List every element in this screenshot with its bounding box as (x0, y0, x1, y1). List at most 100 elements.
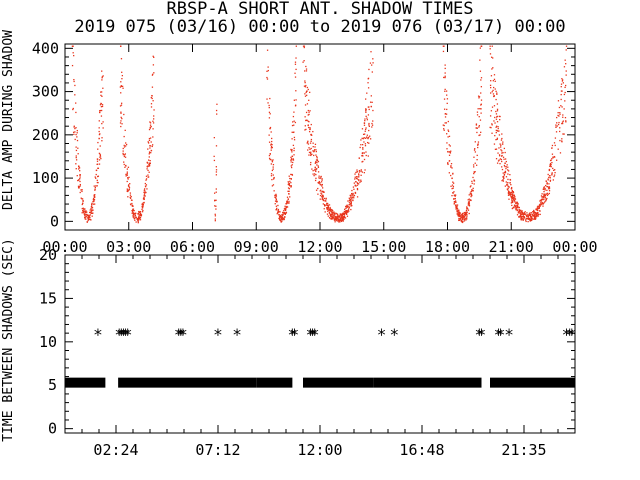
top-data-point (75, 111, 77, 114)
top-data-point (139, 211, 142, 213)
top-data-point (513, 206, 515, 208)
top-data-point (100, 115, 103, 117)
top-data-point (371, 101, 373, 103)
top-data-point (565, 70, 567, 72)
top-data-point (555, 126, 557, 128)
top-data-point (480, 79, 482, 81)
top-data-point (84, 210, 86, 212)
top-data-point (544, 187, 546, 190)
top-data-point (339, 218, 341, 220)
top-data-point (371, 126, 373, 128)
top-data-point (495, 125, 498, 127)
top-data-point (476, 127, 479, 129)
top-data-point (451, 167, 453, 169)
top-data-point (101, 140, 103, 142)
top-data-point (442, 124, 444, 126)
top-data-point (317, 171, 320, 173)
top-data-point (80, 197, 82, 199)
top-data-point (307, 88, 309, 91)
top-data-point (288, 188, 291, 190)
top-data-point (269, 153, 271, 155)
top-data-point (334, 221, 336, 223)
top-data-point (363, 152, 365, 154)
top-data-point (504, 171, 507, 174)
top-data-point (508, 198, 510, 200)
top-data-point (453, 194, 456, 196)
top-data-point (128, 188, 130, 190)
top-data-point (307, 120, 309, 122)
top-data-point (74, 94, 76, 96)
top-data-point (332, 211, 334, 214)
top-data-point (531, 216, 533, 218)
top-data-point (90, 206, 93, 208)
top-data-point (549, 177, 551, 179)
top-data-point (147, 174, 149, 176)
top-data-point (307, 140, 309, 142)
top-data-point (145, 184, 148, 186)
top-data-point (497, 126, 499, 128)
top-data-point (295, 68, 297, 71)
top-data-point (316, 164, 318, 166)
top-data-point (144, 185, 147, 187)
top-data-point (448, 151, 451, 153)
top-data-point (130, 199, 133, 201)
top-data-point (509, 194, 511, 196)
top-data-point (148, 139, 151, 142)
top-data-point (359, 181, 361, 183)
top-data-point (490, 75, 493, 77)
top-data-point (471, 180, 473, 182)
top-data-point (456, 207, 459, 210)
top-data-point (362, 138, 364, 140)
top-data-point (74, 138, 76, 141)
top-data-point (320, 175, 322, 178)
top-data-point (214, 213, 216, 215)
top-x-tick-label: 09:00 (234, 238, 279, 256)
top-data-point (321, 197, 324, 199)
top-data-point (266, 78, 269, 80)
top-data-point (81, 198, 84, 200)
top-data-point (268, 104, 270, 107)
top-data-point (87, 219, 89, 222)
top-data-point (499, 143, 501, 145)
top-data-point (501, 137, 503, 140)
top-data-point (345, 205, 348, 207)
top-data-point (308, 151, 311, 154)
top-data-point (491, 68, 493, 70)
top-data-point (329, 213, 331, 215)
top-data-point (331, 211, 333, 213)
top-data-point (290, 186, 292, 188)
top-data-point (347, 210, 349, 212)
top-data-point (290, 173, 292, 176)
top-data-point (314, 146, 316, 148)
top-data-point (501, 179, 503, 182)
top-data-point (319, 198, 321, 200)
top-data-point (460, 218, 462, 221)
top-data-point (340, 214, 343, 216)
top-data-point (369, 138, 372, 140)
top-data-point (514, 198, 517, 200)
top-data-point (99, 133, 101, 135)
top-data-point (516, 209, 518, 211)
top-data-point (363, 124, 366, 126)
top-data-point (454, 195, 456, 197)
top-data-point (318, 180, 320, 183)
top-data-point (132, 209, 134, 212)
top-data-point (302, 45, 305, 47)
top-data-point (343, 214, 346, 216)
top-data-point (315, 170, 317, 173)
top-data-point (271, 169, 274, 172)
top-data-point (271, 178, 273, 181)
top-data-point (455, 205, 457, 208)
top-data-point (500, 139, 503, 141)
top-data-point (444, 113, 446, 115)
top-data-point (493, 95, 495, 97)
top-data-point (74, 84, 76, 87)
top-data-point (476, 131, 478, 134)
bottom-data-point-11s: * (119, 325, 129, 344)
top-data-point (362, 133, 365, 136)
top-data-point (471, 182, 473, 184)
top-data-point (121, 71, 123, 73)
top-data-point (125, 142, 127, 144)
top-data-point (307, 124, 309, 126)
top-data-point (491, 124, 493, 126)
